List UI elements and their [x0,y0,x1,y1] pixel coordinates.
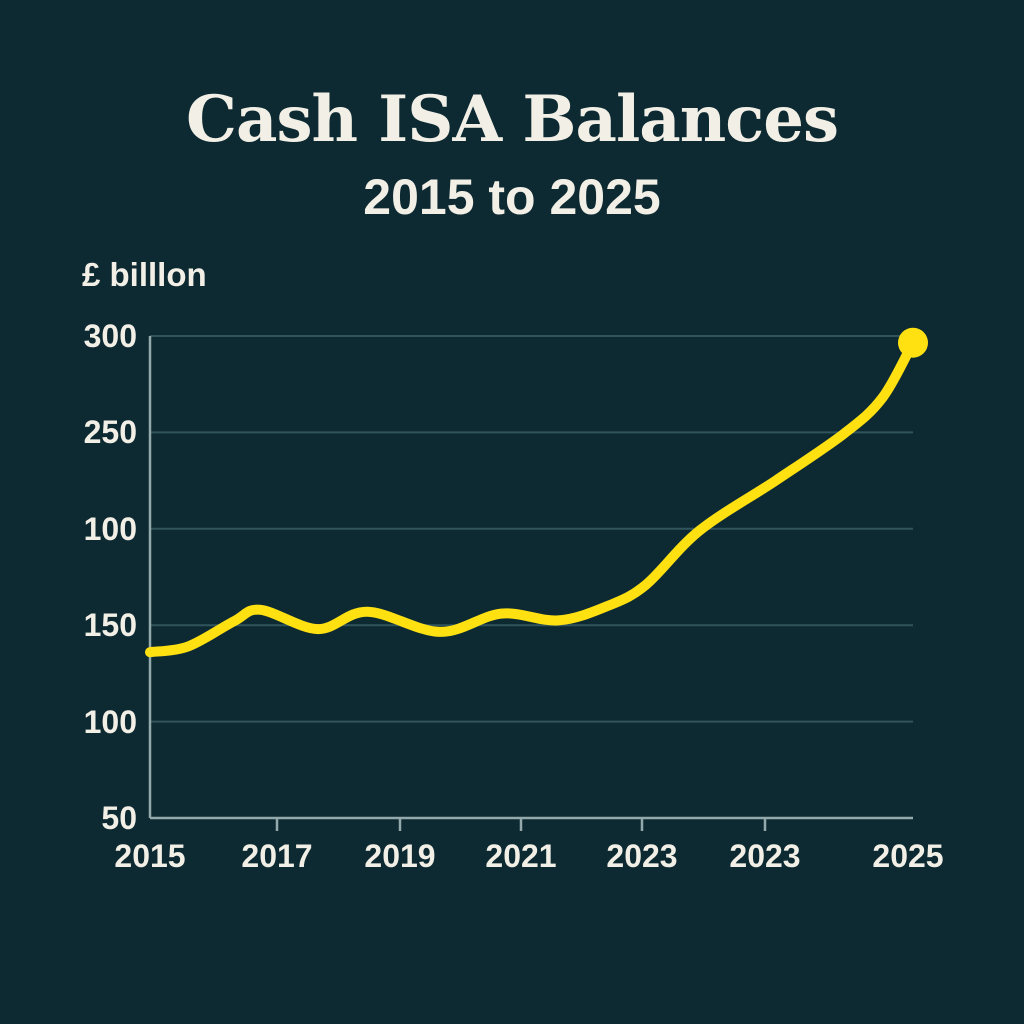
x-tick-label: 2019 [364,838,436,874]
x-tick-label: 2015 [114,838,186,874]
y-tick-label: 300 [83,318,137,354]
gridlines [150,335,913,723]
y-tick-label: 100 [83,703,137,740]
x-tick-label: 2021 [485,838,557,874]
chart-title: Cash ISA Balances [186,82,839,157]
chart-subtitle: 2015 to 2025 [363,169,661,225]
y-axis-unit-label: £ billlon [82,256,207,293]
y-tick-label: 150 [83,607,137,644]
x-axis-ticks [275,818,767,831]
y-tick-label: 250 [83,414,137,451]
x-tick-label: 2025 [872,838,944,874]
series-line-cash-isa [145,337,918,658]
x-tick-label: 2023 [729,838,801,874]
x-tick-label: 2017 [241,838,313,874]
y-tick-label: 100 [83,510,137,547]
y-tick-label: 50 [101,800,137,836]
axes [148,336,913,820]
series-end-marker [898,327,928,358]
x-tick-label: 2023 [606,838,678,874]
